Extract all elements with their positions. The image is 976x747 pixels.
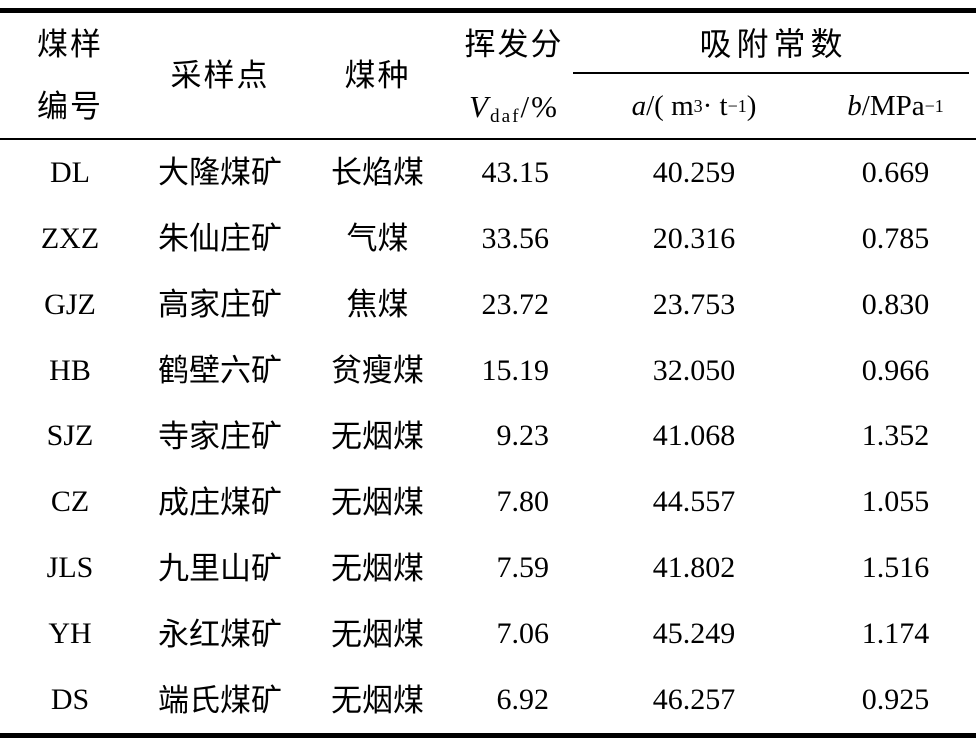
cell-coal-type: 长焰煤 — [331, 155, 424, 191]
cell-constant-a: 40.259 — [652, 155, 736, 189]
header-sample-id-line1: 煤样 — [37, 26, 103, 62]
table-row: GJZ 高家庄矿 焦煤 23.72 23.753 0.830 — [0, 272, 976, 338]
adsorption-sub-rule — [573, 72, 969, 74]
constant-b-variable: b — [847, 89, 862, 122]
cell-coal-type: 无烟煤 — [331, 418, 424, 454]
volatile-subscript: daf — [489, 106, 521, 128]
header-adsorption-title: 吸附常数 — [699, 26, 848, 62]
cell-coal-type: 焦煤 — [346, 287, 409, 323]
cell-sampling-site: 寺家庄矿 — [158, 418, 282, 454]
cell-coal-type: 无烟煤 — [331, 550, 424, 586]
bottom-rule — [0, 733, 976, 738]
constant-a-close: ) — [746, 89, 757, 122]
cell-constant-b: 1.174 — [861, 617, 930, 651]
cell-constant-a: 46.257 — [652, 683, 736, 717]
cell-vdaf: 15.19 — [481, 353, 550, 387]
cell-sampling-site: 高家庄矿 — [158, 287, 282, 323]
cell-constant-b: 0.669 — [861, 155, 930, 189]
cell-constant-a: 44.557 — [652, 485, 736, 519]
cell-sample-id: DS — [50, 683, 90, 717]
cell-constant-b: 0.785 — [861, 221, 930, 255]
cell-coal-type: 无烟煤 — [331, 484, 424, 520]
header-sampling-site: 采样点 — [170, 58, 270, 93]
cell-constant-b: 0.830 — [861, 287, 930, 321]
cell-constant-b: 0.966 — [861, 353, 930, 387]
cell-sample-id: ZXZ — [40, 221, 100, 255]
volatile-variable: V — [469, 89, 490, 125]
constant-a-open: /( m — [646, 89, 694, 122]
cell-vdaf: 23.72 — [481, 287, 550, 321]
cell-constant-b: 0.925 — [861, 683, 930, 717]
cell-coal-type: 无烟煤 — [331, 616, 424, 652]
volatile-unit: /% — [520, 89, 559, 125]
cell-coal-type: 气煤 — [346, 221, 409, 257]
top-rule — [0, 8, 976, 13]
table-row: SJZ 寺家庄矿 无烟煤 9.23 41.068 1.352 — [0, 404, 976, 470]
cell-constant-a: 45.249 — [652, 617, 736, 651]
cell-sample-id: HB — [49, 353, 91, 387]
cell-vdaf: 7.59 — [496, 551, 550, 585]
table-row: HB 鹤壁六矿 贫瘦煤 15.19 32.050 0.966 — [0, 338, 976, 404]
cell-sampling-site: 朱仙庄矿 — [158, 221, 282, 257]
cell-vdaf: 9.23 — [496, 419, 550, 453]
cell-constant-a: 41.068 — [652, 419, 736, 453]
table-row: ZXZ 朱仙庄矿 气煤 33.56 20.316 0.785 — [0, 206, 976, 272]
cell-sampling-site: 大隆煤矿 — [158, 155, 282, 191]
header-sample-id: 煤样 编号 — [0, 13, 140, 138]
header-volatile-matter: 挥发分 Vdaf/% — [455, 13, 573, 138]
cell-vdaf: 6.92 — [496, 683, 550, 717]
table-row: YH 永红煤矿 无烟煤 7.06 45.249 1.174 — [0, 601, 976, 667]
table-row: DL 大隆煤矿 长焰煤 43.15 40.259 0.669 — [0, 140, 976, 206]
cell-vdaf: 7.80 — [496, 485, 550, 519]
cell-vdaf: 7.06 — [496, 617, 550, 651]
header-rule — [0, 138, 976, 140]
table-body: DL 大隆煤矿 长焰煤 43.15 40.259 0.669 ZXZ 朱仙庄矿 … — [0, 140, 976, 733]
cell-sample-id: CZ — [50, 485, 90, 519]
cell-sampling-site: 成庄煤矿 — [158, 484, 282, 520]
cell-sample-id: GJZ — [44, 287, 96, 321]
constant-b-unit: /MPa — [861, 89, 925, 122]
cell-constant-b: 1.352 — [861, 419, 930, 453]
table-row: JLS 九里山矿 无烟煤 7.59 41.802 1.516 — [0, 535, 976, 601]
cell-sampling-site: 九里山矿 — [158, 550, 282, 586]
cell-sample-id: DL — [50, 155, 90, 189]
cell-vdaf: 43.15 — [481, 155, 550, 189]
cell-sample-id: SJZ — [46, 419, 94, 453]
cell-constant-b: 1.055 — [861, 485, 930, 519]
table-row: CZ 成庄煤矿 无烟煤 7.80 44.557 1.055 — [0, 469, 976, 535]
cell-constant-a: 23.753 — [652, 287, 736, 321]
constant-a-dot-t: · t — [702, 89, 728, 122]
cell-coal-type: 无烟煤 — [331, 682, 424, 718]
cell-coal-type: 贫瘦煤 — [331, 353, 424, 389]
header-volatile-label: 挥发分 — [464, 26, 564, 62]
cell-sampling-site: 端氏煤矿 — [158, 682, 282, 718]
cell-sample-id: YH — [48, 617, 92, 651]
header-volatile-symbol: Vdaf/% — [469, 89, 559, 126]
cell-sampling-site: 永红煤矿 — [158, 616, 282, 652]
header-sample-id-line2: 编号 — [37, 89, 103, 125]
cell-constant-a: 41.802 — [652, 551, 736, 585]
header-constant-b: b/MPa −1 — [847, 89, 944, 122]
cell-constant-b: 1.516 — [861, 551, 930, 585]
cell-vdaf: 33.56 — [481, 221, 550, 255]
cell-sampling-site: 鹤壁六矿 — [158, 353, 282, 389]
cell-constant-a: 20.316 — [652, 221, 736, 255]
header-coal-type: 煤种 — [344, 58, 411, 93]
table-row: DS 端氏煤矿 无烟煤 6.92 46.257 0.925 — [0, 667, 976, 733]
constant-a-variable: a — [631, 89, 647, 122]
cell-sample-id: JLS — [46, 551, 94, 585]
cell-constant-a: 32.050 — [652, 353, 736, 387]
